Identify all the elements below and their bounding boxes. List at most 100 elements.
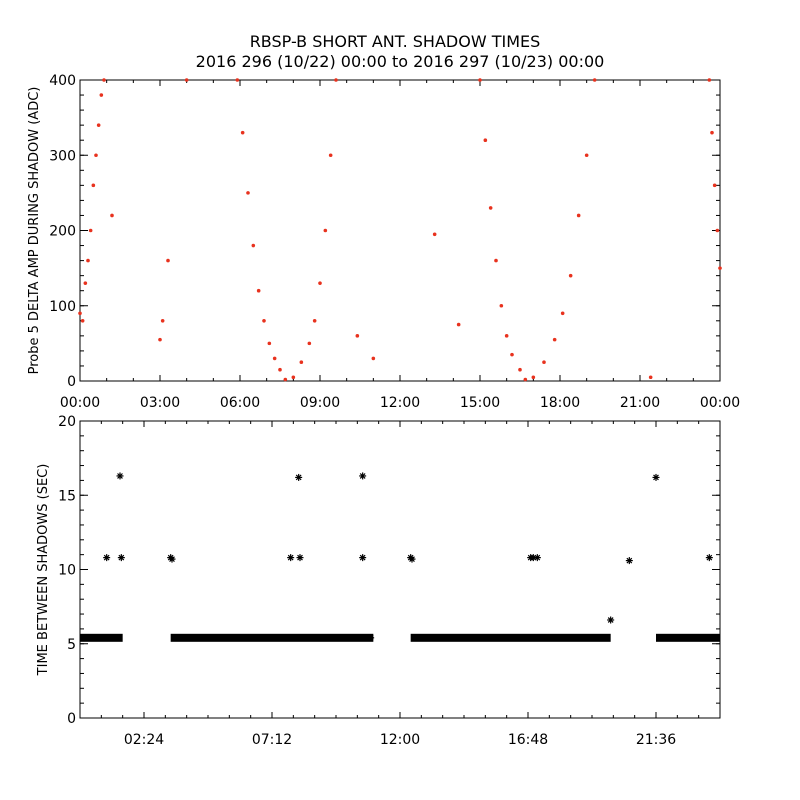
data-point [552,337,557,342]
data-point [371,356,376,361]
data-point [499,303,504,308]
data-point [355,334,360,338]
data-point [318,281,322,285]
data-point [168,555,176,563]
data-point [359,554,367,562]
data-point [584,153,589,158]
data-point [251,243,256,248]
star-stroke [297,554,303,561]
star-stroke [103,554,110,561]
data-point [518,367,522,372]
star-stroke [409,556,415,562]
y-tick-label: 0 [67,374,76,390]
data-point [705,554,713,562]
series-shadow-pass-3-descending [478,78,528,382]
x-tick-label: 21:36 [636,732,676,748]
data-point [710,130,714,135]
data-point [307,341,312,346]
series-shadow-pass-1-edge- [78,78,106,323]
data-point [718,266,722,270]
x-tick-label: 07:12 [252,732,292,748]
data-point [592,78,597,82]
data-point [166,258,170,263]
data-point [576,213,581,218]
data-point [542,360,546,364]
plot-frame [79,79,721,382]
data-point [110,213,114,218]
band-run [80,633,123,642]
data-point [359,472,367,480]
data-point [272,356,277,361]
data-point [102,78,106,82]
y-axis-label: TIME BETWEEN SHADOWS (SEC) [36,464,51,677]
data-point [494,258,498,263]
data-point [408,555,416,563]
x-tick-label: 12:00 [380,395,420,411]
chart-title-line2: 2016 296 (10/22) 00:00 to 2016 297 (10/2… [196,52,605,71]
data-point [323,228,328,233]
data-point [235,78,240,82]
data-point [283,377,288,382]
data-point [531,375,536,380]
top-panel-delta-amp: 00:00 03:00 06:00 09:00 12:00 15:00 18:00 21:00… [27,73,740,411]
star-stroke [534,554,541,561]
data-point [103,554,111,562]
data-point [99,93,104,97]
y-tick-label: 200 [49,224,76,240]
chart-title-line1: RBSP-B SHORT ANT. SHADOW TIMES [250,32,541,51]
series-isolated-intervals [103,472,713,642]
data-point [712,183,717,188]
data-point [328,153,333,158]
x-tick-label: 06:00 [220,395,260,411]
star-stroke [706,554,713,561]
band-run [656,633,720,642]
data-point [278,367,282,372]
data-point [96,123,101,127]
y-tick-label: 10 [58,563,76,579]
data-point [116,472,124,480]
data-point [296,554,304,562]
data-point [432,232,437,237]
data-point [267,341,272,346]
x-tick-label: 00:00 [700,395,740,411]
data-point [652,473,660,481]
x-tick-label: 09:00 [300,395,340,411]
y-tick-label: 0 [67,711,76,727]
x-tick-label: 02:24 [124,732,164,748]
star-stroke [626,557,633,564]
data-point [158,337,162,342]
data-point [256,288,261,293]
data-point [510,352,514,357]
data-point [504,334,509,338]
star-stroke [653,474,659,481]
x-tick-label: 03:00 [140,395,180,411]
data-point [291,375,296,380]
data-point [367,634,375,642]
data-point [78,311,82,316]
y-axis-label: Probe 5 DELTA AMP DURING SHADOW (ADC) [27,87,42,375]
data-point [560,311,565,316]
y-tick-label: 20 [58,414,76,430]
series-shadow-pass-4-edge- [707,78,722,270]
data-point [478,78,482,82]
data-point [299,360,304,364]
data-point [160,319,165,323]
star-stroke [169,556,175,562]
y-tick-label: 300 [49,148,76,164]
x-tick-label: 15:00 [460,395,500,411]
data-point [91,183,96,188]
data-point [523,377,528,382]
data-point [488,206,493,210]
band-run [410,633,611,642]
x-tick-label: 18:00 [540,395,580,411]
data-point [240,130,245,135]
data-point [184,78,189,82]
data-point [483,138,488,142]
data-point [625,557,633,565]
star-stroke [287,554,294,561]
series-outliers [110,78,653,380]
y-tick-label: 400 [49,73,76,89]
data-point [607,616,615,624]
data-point [533,554,541,562]
